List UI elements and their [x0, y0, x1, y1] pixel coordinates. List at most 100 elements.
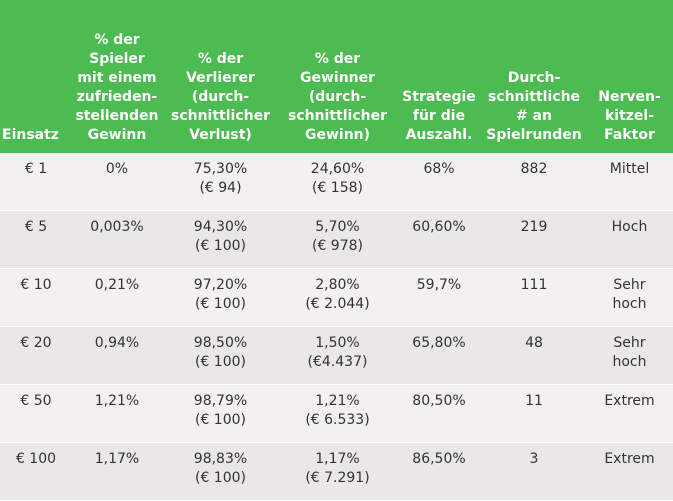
header-line: % der	[94, 32, 140, 48]
cell-text: 86,50%	[412, 451, 466, 467]
winners-cell: 2,80% (€ 2.044)	[279, 268, 396, 327]
header-line: Gewinner	[299, 70, 376, 86]
cell-text: 0,003%	[90, 219, 144, 235]
cell-text: (€ 100)	[194, 412, 246, 428]
cell-text: 24,60%	[310, 161, 365, 177]
cell-text: 98,50%	[193, 335, 248, 351]
cell-text: Sehr	[613, 335, 646, 351]
cell-text: € 20	[20, 335, 52, 351]
cell-text: 0,94%	[94, 335, 140, 351]
cell-text: (€ 158)	[311, 180, 363, 196]
einsatz-cell: € 1	[0, 153, 72, 211]
strategy-cell: 86,50%	[396, 442, 482, 501]
header-line: mit einem	[77, 70, 157, 86]
cell-text: 65,80%	[412, 335, 466, 351]
rounds-cell: 111	[482, 268, 586, 327]
strategy-cell: 65,80%	[396, 326, 482, 385]
header-line: zufrieden-	[76, 89, 158, 105]
cell-text: 111	[520, 277, 548, 293]
strategy-cell: 68%	[396, 153, 482, 211]
header-losers: % der Verlierer (durch-schnittlicher Verlus…	[162, 0, 279, 153]
cell-text: 2,80%	[315, 277, 360, 293]
cell-text: 882	[520, 161, 548, 177]
cell-text: 1,21%	[94, 393, 140, 409]
cell-text: 1,50%	[315, 335, 360, 351]
cell-text: 1,17%	[315, 451, 360, 467]
header-line: Gewinn	[87, 127, 147, 143]
cell-text: Mittel	[609, 161, 650, 177]
table-row: € 50 1,21% 98,79% (€ 100) 1,21% (€ 6.533) 80,5…	[0, 384, 673, 443]
einsatz-cell: € 10	[0, 268, 72, 327]
header-line: Auszahl.	[405, 127, 473, 143]
cell-text: (€ 100)	[194, 296, 246, 312]
rounds-cell: 3	[482, 442, 586, 501]
winners-cell: 1,21% (€ 6.533)	[279, 384, 396, 443]
table-row: € 1 0% 75,30% (€ 94) 24,60% (€ 158) 68% 882 Mitt…	[0, 153, 673, 211]
cell-text: Extrem	[604, 451, 655, 467]
winners-cell: 1,17% (€ 7.291)	[279, 442, 396, 501]
cell-text: 75,30%	[193, 161, 248, 177]
header-einsatz: Einsatz	[0, 0, 72, 153]
winners-cell: 1,50% (€4.437)	[279, 326, 396, 385]
header-line: Strategie	[402, 89, 476, 105]
winners-cell: 5,70% (€ 978)	[279, 210, 396, 269]
winners-cell: 24,60% (€ 158)	[279, 153, 396, 211]
satisfied-cell: 1,21%	[72, 384, 162, 443]
cell-text: (€ 100)	[194, 238, 246, 254]
satisfied-cell: 0%	[72, 153, 162, 211]
cell-text: (€ 100)	[194, 354, 246, 370]
header-satisfied-players: % der Spieler mit einem zufrieden-stellende…	[72, 0, 162, 153]
header-line: für die	[412, 108, 466, 124]
table-header: Einsatz % der Spieler mit einem zufrieden-s…	[0, 0, 673, 153]
table-row: € 10 0,21% 97,20% (€ 100) 2,80% (€ 2.044) 59,7…	[0, 268, 673, 327]
cell-text: 0%	[105, 161, 129, 177]
header-line: Nerven-	[598, 89, 661, 105]
header-line: Spieler	[89, 51, 145, 67]
header-avg-rounds: Durch-schnittliche # an Spielrunden	[482, 0, 586, 153]
cell-text: 1,17%	[94, 451, 140, 467]
header-line: (durch-	[308, 89, 367, 105]
header-line: (durch-	[191, 89, 250, 105]
cell-text: hoch	[612, 296, 647, 312]
cell-text: (€4.437)	[307, 354, 368, 370]
cell-text: (€ 100)	[194, 470, 246, 486]
header-strategy: Strategie für die Auszahl.	[396, 0, 482, 153]
cell-text: 0,21%	[94, 277, 140, 293]
rounds-cell: 882	[482, 153, 586, 211]
header-line: schnittlicher	[287, 108, 387, 124]
thrill-cell: Hoch	[586, 210, 673, 269]
cell-text: (€ 94)	[199, 180, 242, 196]
thrill-cell: Sehr hoch	[586, 268, 673, 327]
cell-text: (€ 2.044)	[305, 296, 370, 312]
thrill-cell: Sehr hoch	[586, 326, 673, 385]
header-line: Durch-	[507, 70, 561, 86]
header-line: Gewinn)	[304, 127, 371, 143]
cell-text: 11	[525, 393, 543, 409]
cell-text: € 1	[24, 161, 48, 177]
cell-text: 68%	[423, 161, 455, 177]
thrill-cell: Extrem	[586, 384, 673, 443]
cell-text: € 5	[24, 219, 48, 235]
table-row: € 5 0,003% 94,30% (€ 100) 5,70% (€ 978) 60,60%…	[0, 210, 673, 269]
losers-cell: 98,83% (€ 100)	[162, 442, 279, 501]
satisfied-cell: 0,94%	[72, 326, 162, 385]
losers-cell: 98,50% (€ 100)	[162, 326, 279, 385]
cell-text: 5,70%	[315, 219, 360, 235]
header-line: stellenden	[75, 108, 159, 124]
strategy-cell: 80,50%	[396, 384, 482, 443]
rounds-cell: 219	[482, 210, 586, 269]
strategy-cell: 60,60%	[396, 210, 482, 269]
cell-text: (€ 6.533)	[305, 412, 370, 428]
cell-text: 97,20%	[193, 277, 248, 293]
cell-text: 48	[525, 335, 543, 351]
losers-cell: 98,79% (€ 100)	[162, 384, 279, 443]
satisfied-cell: 1,17%	[72, 442, 162, 501]
rounds-cell: 48	[482, 326, 586, 385]
cell-text: 98,79%	[193, 393, 248, 409]
cell-text: 94,30%	[193, 219, 248, 235]
header-line: # an	[515, 108, 553, 124]
cell-text: 3	[529, 451, 539, 467]
header-thrill-factor: Nerven-kitzel- Faktor	[586, 0, 673, 153]
table-body: € 1 0% 75,30% (€ 94) 24,60% (€ 158) 68% 882 Mitt…	[0, 153, 673, 501]
header-line: Verlierer	[186, 70, 255, 86]
